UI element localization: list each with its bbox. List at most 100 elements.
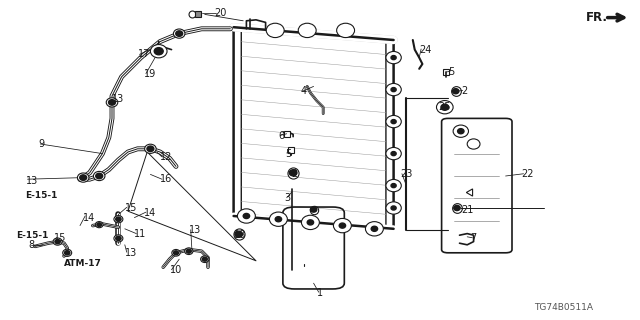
Text: 7: 7 [470,233,477,244]
Ellipse shape [95,221,103,228]
Text: 25: 25 [438,102,451,112]
Ellipse shape [63,249,72,256]
Ellipse shape [391,56,396,60]
Ellipse shape [391,206,396,210]
Ellipse shape [176,31,182,36]
Ellipse shape [441,104,449,110]
Ellipse shape [386,84,401,96]
Ellipse shape [337,23,355,37]
Text: 21: 21 [461,204,473,215]
Ellipse shape [114,216,123,223]
Ellipse shape [391,184,396,188]
Text: 11: 11 [134,228,147,239]
Ellipse shape [458,129,464,134]
Text: 15: 15 [54,233,67,244]
Text: 14: 14 [83,212,95,223]
Text: 24: 24 [419,44,431,55]
Ellipse shape [201,256,209,262]
Ellipse shape [237,209,255,223]
Text: 12: 12 [160,152,172,162]
Ellipse shape [147,146,154,152]
Ellipse shape [109,100,115,105]
Text: FR.: FR. [586,11,607,24]
Text: 13: 13 [125,248,137,258]
Ellipse shape [365,222,383,236]
Ellipse shape [106,98,118,107]
Text: 22: 22 [522,169,534,180]
Text: 14: 14 [144,208,156,218]
Text: 4: 4 [301,86,307,96]
Text: 1: 1 [317,288,323,298]
Text: 17: 17 [138,49,150,60]
Ellipse shape [172,250,180,256]
Text: E-15-1: E-15-1 [26,191,58,200]
Ellipse shape [301,215,319,229]
Ellipse shape [116,236,121,241]
Ellipse shape [173,251,179,255]
Text: 2: 2 [461,86,467,96]
Ellipse shape [386,180,401,192]
Text: 15: 15 [125,203,137,213]
Text: 3: 3 [285,193,291,204]
Ellipse shape [77,173,89,182]
Ellipse shape [391,120,396,124]
Text: 5: 5 [285,148,291,159]
Ellipse shape [116,217,121,221]
Ellipse shape [339,223,346,228]
Ellipse shape [184,248,193,254]
Text: 10: 10 [170,265,182,276]
Text: ATM-17: ATM-17 [64,260,102,268]
Ellipse shape [391,152,396,156]
Text: 2: 2 [291,169,298,180]
Ellipse shape [152,46,165,56]
Text: 13: 13 [112,94,124,104]
Text: 13: 13 [26,176,38,186]
Text: 20: 20 [214,8,227,19]
Ellipse shape [386,52,401,64]
Ellipse shape [386,116,401,128]
Ellipse shape [235,231,243,237]
Text: 9: 9 [38,139,45,149]
Ellipse shape [289,170,297,176]
Ellipse shape [243,213,250,219]
Text: 13: 13 [189,225,201,236]
Ellipse shape [266,23,284,37]
Ellipse shape [154,48,163,55]
Ellipse shape [173,29,185,38]
Ellipse shape [298,23,316,37]
Ellipse shape [454,205,460,211]
Ellipse shape [467,139,480,149]
Ellipse shape [371,226,378,231]
Ellipse shape [275,217,282,222]
Text: TG74B0511A: TG74B0511A [534,303,593,312]
Ellipse shape [186,249,191,253]
Ellipse shape [114,235,123,242]
Ellipse shape [65,251,70,255]
Ellipse shape [391,88,396,92]
Ellipse shape [386,148,401,160]
Ellipse shape [453,125,468,137]
Ellipse shape [97,223,102,227]
Ellipse shape [145,144,156,153]
Ellipse shape [55,239,60,244]
Ellipse shape [307,220,314,225]
Text: 5: 5 [448,67,454,77]
Text: 23: 23 [400,169,412,180]
Ellipse shape [93,172,105,180]
Ellipse shape [436,100,453,114]
Text: 8: 8 [29,240,35,250]
Ellipse shape [333,219,351,233]
Text: E-15-1: E-15-1 [16,231,49,240]
Text: 16: 16 [160,174,172,184]
Ellipse shape [452,89,459,94]
Ellipse shape [80,175,86,180]
Ellipse shape [150,44,167,58]
Ellipse shape [53,238,62,245]
Ellipse shape [96,173,102,179]
Ellipse shape [310,207,317,212]
Ellipse shape [269,212,287,226]
Ellipse shape [386,202,401,214]
Ellipse shape [202,257,207,261]
Text: 6: 6 [278,131,285,141]
Text: 18: 18 [234,230,246,240]
